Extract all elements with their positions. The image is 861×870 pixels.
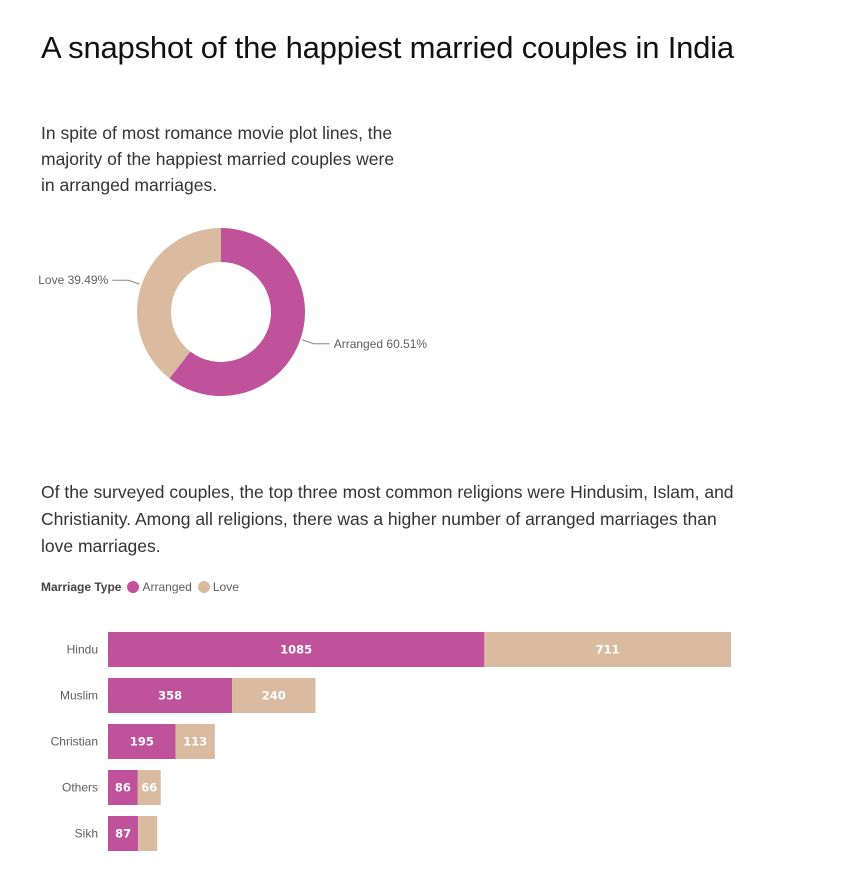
bar-hindu-arranged[interactable] — [108, 632, 485, 667]
page-title: A snapshot of the happiest married coupl… — [41, 30, 734, 65]
bar-sikh-love[interactable] — [138, 816, 158, 851]
bar-christian-arranged[interactable] — [108, 724, 176, 759]
bar-hindu-love[interactable] — [484, 632, 731, 667]
donut-leader-love — [112, 279, 140, 285]
legend-swatch-arranged — [127, 581, 140, 593]
donut-label-love: Love 39.49% — [38, 273, 108, 287]
bar-others-arranged[interactable] — [108, 770, 138, 805]
bar-muslim-arranged[interactable] — [108, 678, 233, 713]
donut-slice-love[interactable] — [137, 228, 221, 379]
donut-leader-arranged — [302, 339, 330, 345]
legend-item-love[interactable]: Love — [197, 580, 239, 594]
bar-muslim-love[interactable] — [232, 678, 316, 713]
legend-swatch-love — [197, 581, 210, 593]
intro-text: In spite of most romance movie plot line… — [41, 123, 395, 195]
chart-legend: Marriage Type Arranged Love — [41, 580, 245, 594]
donut-slice-arranged[interactable] — [169, 228, 305, 397]
donut-label-arranged: Arranged 60.51% — [334, 337, 428, 351]
bar-sikh-arranged[interactable] — [108, 816, 139, 851]
bar-christian-love[interactable] — [175, 724, 215, 759]
religion-text: Of the surveyed couples, the top three m… — [41, 482, 734, 556]
legend-title: Marriage Type — [41, 580, 122, 594]
legend-label-love: Love — [212, 580, 239, 594]
legend-label-arranged: Arranged — [142, 580, 192, 594]
legend-item-arranged[interactable]: Arranged — [127, 580, 192, 594]
bar-others-love[interactable] — [137, 770, 161, 805]
